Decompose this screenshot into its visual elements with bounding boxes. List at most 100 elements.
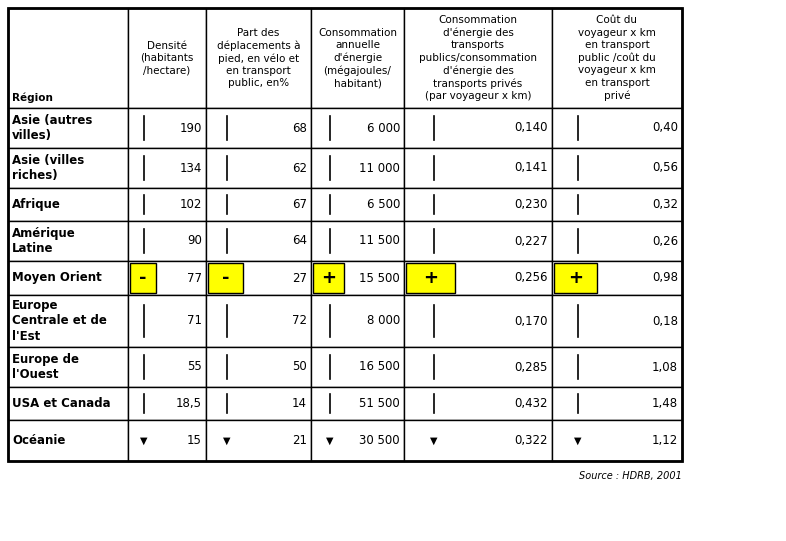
Bar (8, 221, 128, 261)
Text: 71: 71 (187, 314, 202, 327)
Text: ▼: ▼ (140, 436, 147, 445)
Bar (311, 347, 404, 387)
Text: +: + (321, 269, 336, 287)
Text: 0,256: 0,256 (515, 272, 548, 285)
Bar (8, 108, 128, 148)
Text: Part des
déplacements à
pied, en vélo et
en transport
public, en%: Part des déplacements à pied, en vélo et… (217, 28, 300, 88)
Text: 11 500: 11 500 (359, 234, 400, 247)
Text: Afrique: Afrique (12, 198, 61, 211)
Text: Densité
(habitants
/hectare): Densité (habitants /hectare) (141, 41, 193, 75)
Bar (554, 263, 597, 293)
Bar (206, 261, 311, 295)
Text: 15 500: 15 500 (359, 272, 400, 285)
Bar (8, 8, 682, 461)
Text: ▼: ▼ (223, 436, 231, 445)
Bar (128, 295, 206, 347)
Bar (8, 148, 128, 188)
Bar (552, 387, 682, 420)
Bar (128, 108, 206, 148)
Text: ▼: ▼ (326, 436, 333, 445)
Text: 0,32: 0,32 (652, 198, 678, 211)
Bar (206, 347, 311, 387)
Bar (552, 347, 682, 387)
Bar (206, 295, 311, 347)
Text: +: + (423, 269, 438, 287)
Text: Europe
Centrale et de
l'Est: Europe Centrale et de l'Est (12, 300, 107, 342)
Text: 0,140: 0,140 (515, 122, 548, 135)
Text: 0,227: 0,227 (514, 234, 548, 247)
Text: USA et Canada: USA et Canada (12, 397, 111, 410)
Bar (8, 347, 128, 387)
Text: 27: 27 (292, 272, 307, 285)
Text: 0,322: 0,322 (515, 434, 548, 447)
Bar (311, 8, 404, 108)
Text: 21: 21 (292, 434, 307, 447)
Text: 55: 55 (187, 360, 202, 373)
Bar (404, 188, 552, 221)
Text: 0,40: 0,40 (652, 122, 678, 135)
Text: ▼: ▼ (430, 436, 437, 445)
Bar (206, 387, 311, 420)
Bar (128, 148, 206, 188)
Text: 0,26: 0,26 (652, 234, 678, 247)
Bar (404, 387, 552, 420)
Text: Source : HDRB, 2001: Source : HDRB, 2001 (579, 471, 682, 481)
Bar (311, 261, 404, 295)
Text: 68: 68 (292, 122, 307, 135)
Bar (128, 387, 206, 420)
Bar (552, 188, 682, 221)
Bar (404, 347, 552, 387)
Text: 102: 102 (180, 198, 202, 211)
Bar (311, 188, 404, 221)
Bar (8, 188, 128, 221)
Bar (206, 420, 311, 461)
Text: Europe de
l'Ouest: Europe de l'Ouest (12, 353, 79, 381)
Bar (552, 295, 682, 347)
Text: Moyen Orient: Moyen Orient (12, 272, 101, 285)
Text: 72: 72 (292, 314, 307, 327)
Bar (404, 8, 552, 108)
Bar (311, 108, 404, 148)
Text: 1,08: 1,08 (652, 360, 678, 373)
Text: Asie (autres
villes): Asie (autres villes) (12, 114, 93, 142)
Text: 30 500: 30 500 (359, 434, 400, 447)
Bar (404, 261, 552, 295)
Text: 0,230: 0,230 (515, 198, 548, 211)
Bar (311, 221, 404, 261)
Text: 90: 90 (187, 234, 202, 247)
Bar (128, 261, 206, 295)
Text: 6 000: 6 000 (366, 122, 400, 135)
Text: 51 500: 51 500 (359, 397, 400, 410)
Bar (404, 108, 552, 148)
Bar (552, 108, 682, 148)
Text: Amérique
Latine: Amérique Latine (12, 227, 75, 255)
Text: 67: 67 (292, 198, 307, 211)
Bar (552, 221, 682, 261)
Text: ▼: ▼ (575, 436, 582, 445)
Text: 0,18: 0,18 (652, 314, 678, 327)
Text: Coût du
voyageur x km
en transport
public /coût du
voyageur x km
en transport
pr: Coût du voyageur x km en transport publi… (578, 15, 656, 101)
Text: 8 000: 8 000 (367, 314, 400, 327)
Text: 190: 190 (180, 122, 202, 135)
Text: 0,141: 0,141 (514, 162, 548, 175)
Bar (311, 387, 404, 420)
Text: 16 500: 16 500 (359, 360, 400, 373)
Text: 0,98: 0,98 (652, 272, 678, 285)
Text: 134: 134 (180, 162, 202, 175)
Bar (406, 263, 455, 293)
Bar (8, 387, 128, 420)
Bar (128, 221, 206, 261)
Bar (404, 420, 552, 461)
Text: 18,5: 18,5 (176, 397, 202, 410)
Text: +: + (568, 269, 583, 287)
Text: 1,48: 1,48 (652, 397, 678, 410)
Text: Consommation
d'énergie des
transports
publics/consommation
d'énergie des
transpo: Consommation d'énergie des transports pu… (419, 15, 537, 101)
Bar (128, 420, 206, 461)
Bar (311, 148, 404, 188)
Text: 0,432: 0,432 (515, 397, 548, 410)
Bar (311, 420, 404, 461)
Text: -: - (222, 269, 229, 287)
Bar (404, 148, 552, 188)
Bar (552, 261, 682, 295)
Bar (404, 295, 552, 347)
